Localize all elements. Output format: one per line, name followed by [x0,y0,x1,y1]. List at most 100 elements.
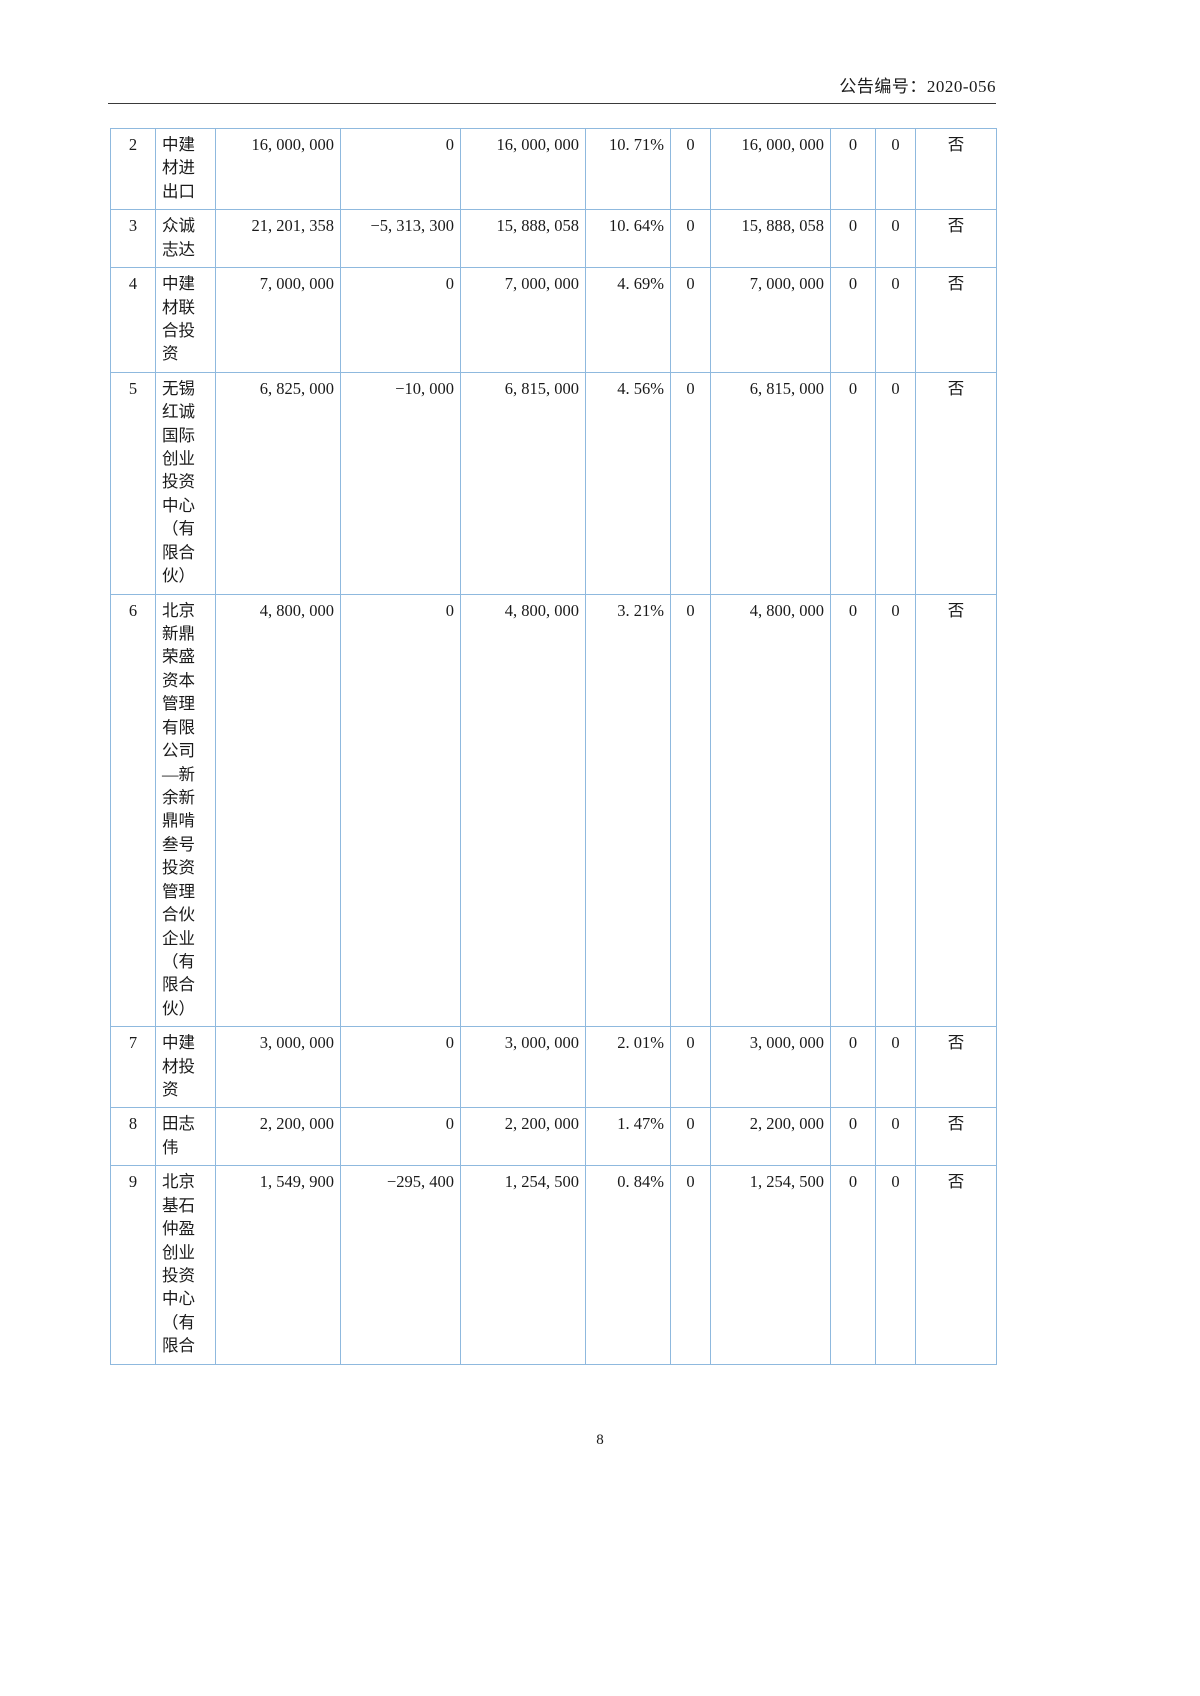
unrestricted-shares: 3, 000, 000 [710,1026,831,1109]
frozen-shares: 0 [875,593,916,1028]
shareholder-name: 众诚志达 [155,209,216,269]
restricted-shares: 0 [670,593,711,1028]
shares-before: 1, 549, 900 [215,1165,341,1365]
shares-change: −5, 313, 300 [340,209,461,269]
table-row: 2 中建材进出口 16, 000, 000 0 16, 000, 000 10. 71% 0… [110,127,997,211]
shares-change: 0 [340,1107,461,1167]
shares-after: 2, 200, 000 [460,1107,586,1167]
shareholder-name: 中建材投资 [155,1026,216,1109]
restricted-shares: 0 [670,371,711,595]
shares-before: 2, 200, 000 [215,1107,341,1167]
pledged-shares: 0 [830,209,876,269]
unrestricted-shares: 4, 800, 000 [710,593,831,1028]
table-row: 3 众诚志达 21, 201, 358 −5, 313, 300 15, 888, 05… [110,209,997,269]
unrestricted-shares: 6, 815, 000 [710,371,831,595]
unrestricted-shares: 7, 000, 000 [710,267,831,373]
restricted-shares: 0 [670,1165,711,1365]
shareholder-name: 田志伟 [155,1107,216,1167]
row-index: 6 [110,593,156,1028]
pledged-shares: 0 [830,1026,876,1109]
shareholders-table-container: 2 中建材进出口 16, 000, 000 0 16, 000, 000 10. 71% 0… [110,127,997,1365]
shares-before: 6, 825, 000 [215,371,341,595]
announcement-number: 公告编号：2020-056 [839,77,996,96]
shareholding-percent: 3. 21% [585,593,671,1028]
restricted-shares: 0 [670,1107,711,1167]
frozen-shares: 0 [875,1107,916,1167]
shares-change: −295, 400 [340,1165,461,1365]
frozen-shares: 0 [875,1165,916,1365]
shareholding-percent: 2. 01% [585,1026,671,1109]
page-number: 8 [596,1432,604,1448]
row-index: 7 [110,1026,156,1109]
related-party-flag: 否 [915,267,997,373]
shareholder-name: 无锡红诚国际创业投资中心（有限合伙） [155,371,216,595]
table-row: 6 北京新鼎荣盛资本管理有限公司—新余新鼎啃叁号投资管理合伙企业（有限合伙） 4, … [110,593,997,1028]
shares-after: 15, 888, 058 [460,209,586,269]
shares-after: 6, 815, 000 [460,371,586,595]
shares-change: 0 [340,127,461,211]
restricted-shares: 0 [670,127,711,211]
shares-after: 7, 000, 000 [460,267,586,373]
shareholder-name: 中建材进出口 [155,127,216,211]
restricted-shares: 0 [670,209,711,269]
table-row: 4 中建材联合投资 7, 000, 000 0 7, 000, 000 4. 69% 0 7,… [110,267,997,373]
row-index: 5 [110,371,156,595]
table-row: 8 田志伟 2, 200, 000 0 2, 200, 000 1. 47% 0 2, 200… [110,1107,997,1167]
shares-change: 0 [340,593,461,1028]
shares-before: 4, 800, 000 [215,593,341,1028]
row-index: 2 [110,127,156,211]
shares-after: 1, 254, 500 [460,1165,586,1365]
related-party-flag: 否 [915,209,997,269]
unrestricted-shares: 1, 254, 500 [710,1165,831,1365]
related-party-flag: 否 [915,371,997,595]
shareholder-name: 北京新鼎荣盛资本管理有限公司—新余新鼎啃叁号投资管理合伙企业（有限合伙） [155,593,216,1028]
shareholding-percent: 10. 64% [585,209,671,269]
row-index: 4 [110,267,156,373]
shareholder-name: 中建材联合投资 [155,267,216,373]
pledged-shares: 0 [830,127,876,211]
shareholder-name: 北京基石仲盈创业投资中心（有限合 [155,1165,216,1365]
frozen-shares: 0 [875,267,916,373]
shares-change: 0 [340,1026,461,1109]
unrestricted-shares: 15, 888, 058 [710,209,831,269]
pledged-shares: 0 [830,371,876,595]
shareholding-percent: 1. 47% [585,1107,671,1167]
unrestricted-shares: 16, 000, 000 [710,127,831,211]
related-party-flag: 否 [915,593,997,1028]
shares-before: 7, 000, 000 [215,267,341,373]
table-row: 7 中建材投资 3, 000, 000 0 3, 000, 000 2. 01% 0 3, 0… [110,1026,997,1109]
pledged-shares: 0 [830,593,876,1028]
shares-after: 3, 000, 000 [460,1026,586,1109]
restricted-shares: 0 [670,267,711,373]
frozen-shares: 0 [875,371,916,595]
frozen-shares: 0 [875,127,916,211]
row-index: 3 [110,209,156,269]
shares-after: 16, 000, 000 [460,127,586,211]
shares-change: 0 [340,267,461,373]
frozen-shares: 0 [875,1026,916,1109]
shareholding-percent: 4. 56% [585,371,671,595]
row-index: 8 [110,1107,156,1167]
unrestricted-shares: 2, 200, 000 [710,1107,831,1167]
pledged-shares: 0 [830,1165,876,1365]
shareholding-percent: 10. 71% [585,127,671,211]
shareholding-percent: 4. 69% [585,267,671,373]
shares-change: −10, 000 [340,371,461,595]
header-divider [108,103,996,104]
related-party-flag: 否 [915,1026,997,1109]
shareholding-percent: 0. 84% [585,1165,671,1365]
restricted-shares: 0 [670,1026,711,1109]
table-row: 5 无锡红诚国际创业投资中心（有限合伙） 6, 825, 000 −10, 000 6,… [110,371,997,595]
pledged-shares: 0 [830,1107,876,1167]
shares-before: 21, 201, 358 [215,209,341,269]
shares-before: 16, 000, 000 [215,127,341,211]
pledged-shares: 0 [830,267,876,373]
table-row: 9 北京基石仲盈创业投资中心（有限合 1, 549, 900 −295, 400 1, … [110,1165,997,1365]
shares-after: 4, 800, 000 [460,593,586,1028]
related-party-flag: 否 [915,127,997,211]
shares-before: 3, 000, 000 [215,1026,341,1109]
row-index: 9 [110,1165,156,1365]
frozen-shares: 0 [875,209,916,269]
shareholders-table: 2 中建材进出口 16, 000, 000 0 16, 000, 000 10. 71% 0… [110,127,997,1365]
